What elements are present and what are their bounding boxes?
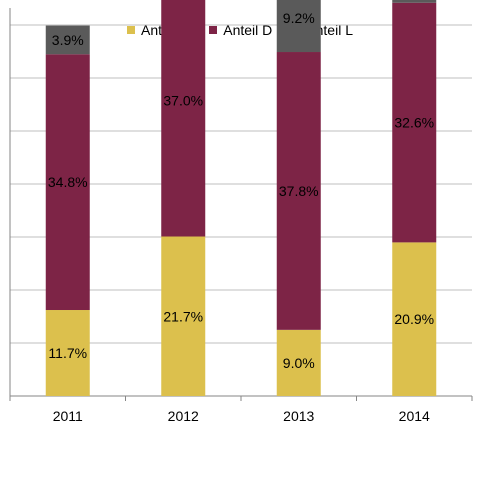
x-tick-label: 2013 xyxy=(283,408,314,424)
bar-segment xyxy=(276,329,321,396)
data-label: 37.8% xyxy=(279,183,319,199)
data-label: 34.8% xyxy=(48,174,88,190)
data-label: 3.9% xyxy=(52,32,84,48)
bar-segment xyxy=(392,2,437,243)
x-tick-label: 2014 xyxy=(399,408,430,424)
bar-segment xyxy=(161,236,206,396)
legend-swatch-b xyxy=(127,26,135,34)
data-label: 9.2% xyxy=(283,10,315,26)
x-tick-label: 2011 xyxy=(53,408,83,424)
data-label: 32.6% xyxy=(394,115,434,131)
bar-segment xyxy=(45,310,90,396)
data-label: 11.7% xyxy=(48,345,87,361)
bar-segment xyxy=(161,0,206,237)
legend-item-d: Anteil D xyxy=(209,22,272,38)
x-tick-label: 2012 xyxy=(168,408,199,424)
bar-segment xyxy=(276,52,321,330)
data-label: 21.7% xyxy=(163,308,203,324)
bar-segment xyxy=(45,54,90,311)
bar-segment xyxy=(392,242,437,396)
bar-segment xyxy=(45,25,90,55)
data-label: 20.9% xyxy=(394,311,434,327)
legend-swatch-d xyxy=(209,26,218,34)
bar-segment xyxy=(276,0,321,53)
data-label: 37.0% xyxy=(163,93,203,109)
legend-label-d: Anteil D xyxy=(223,22,273,38)
bar-segment xyxy=(392,0,437,3)
data-label: 9.0% xyxy=(283,355,315,371)
